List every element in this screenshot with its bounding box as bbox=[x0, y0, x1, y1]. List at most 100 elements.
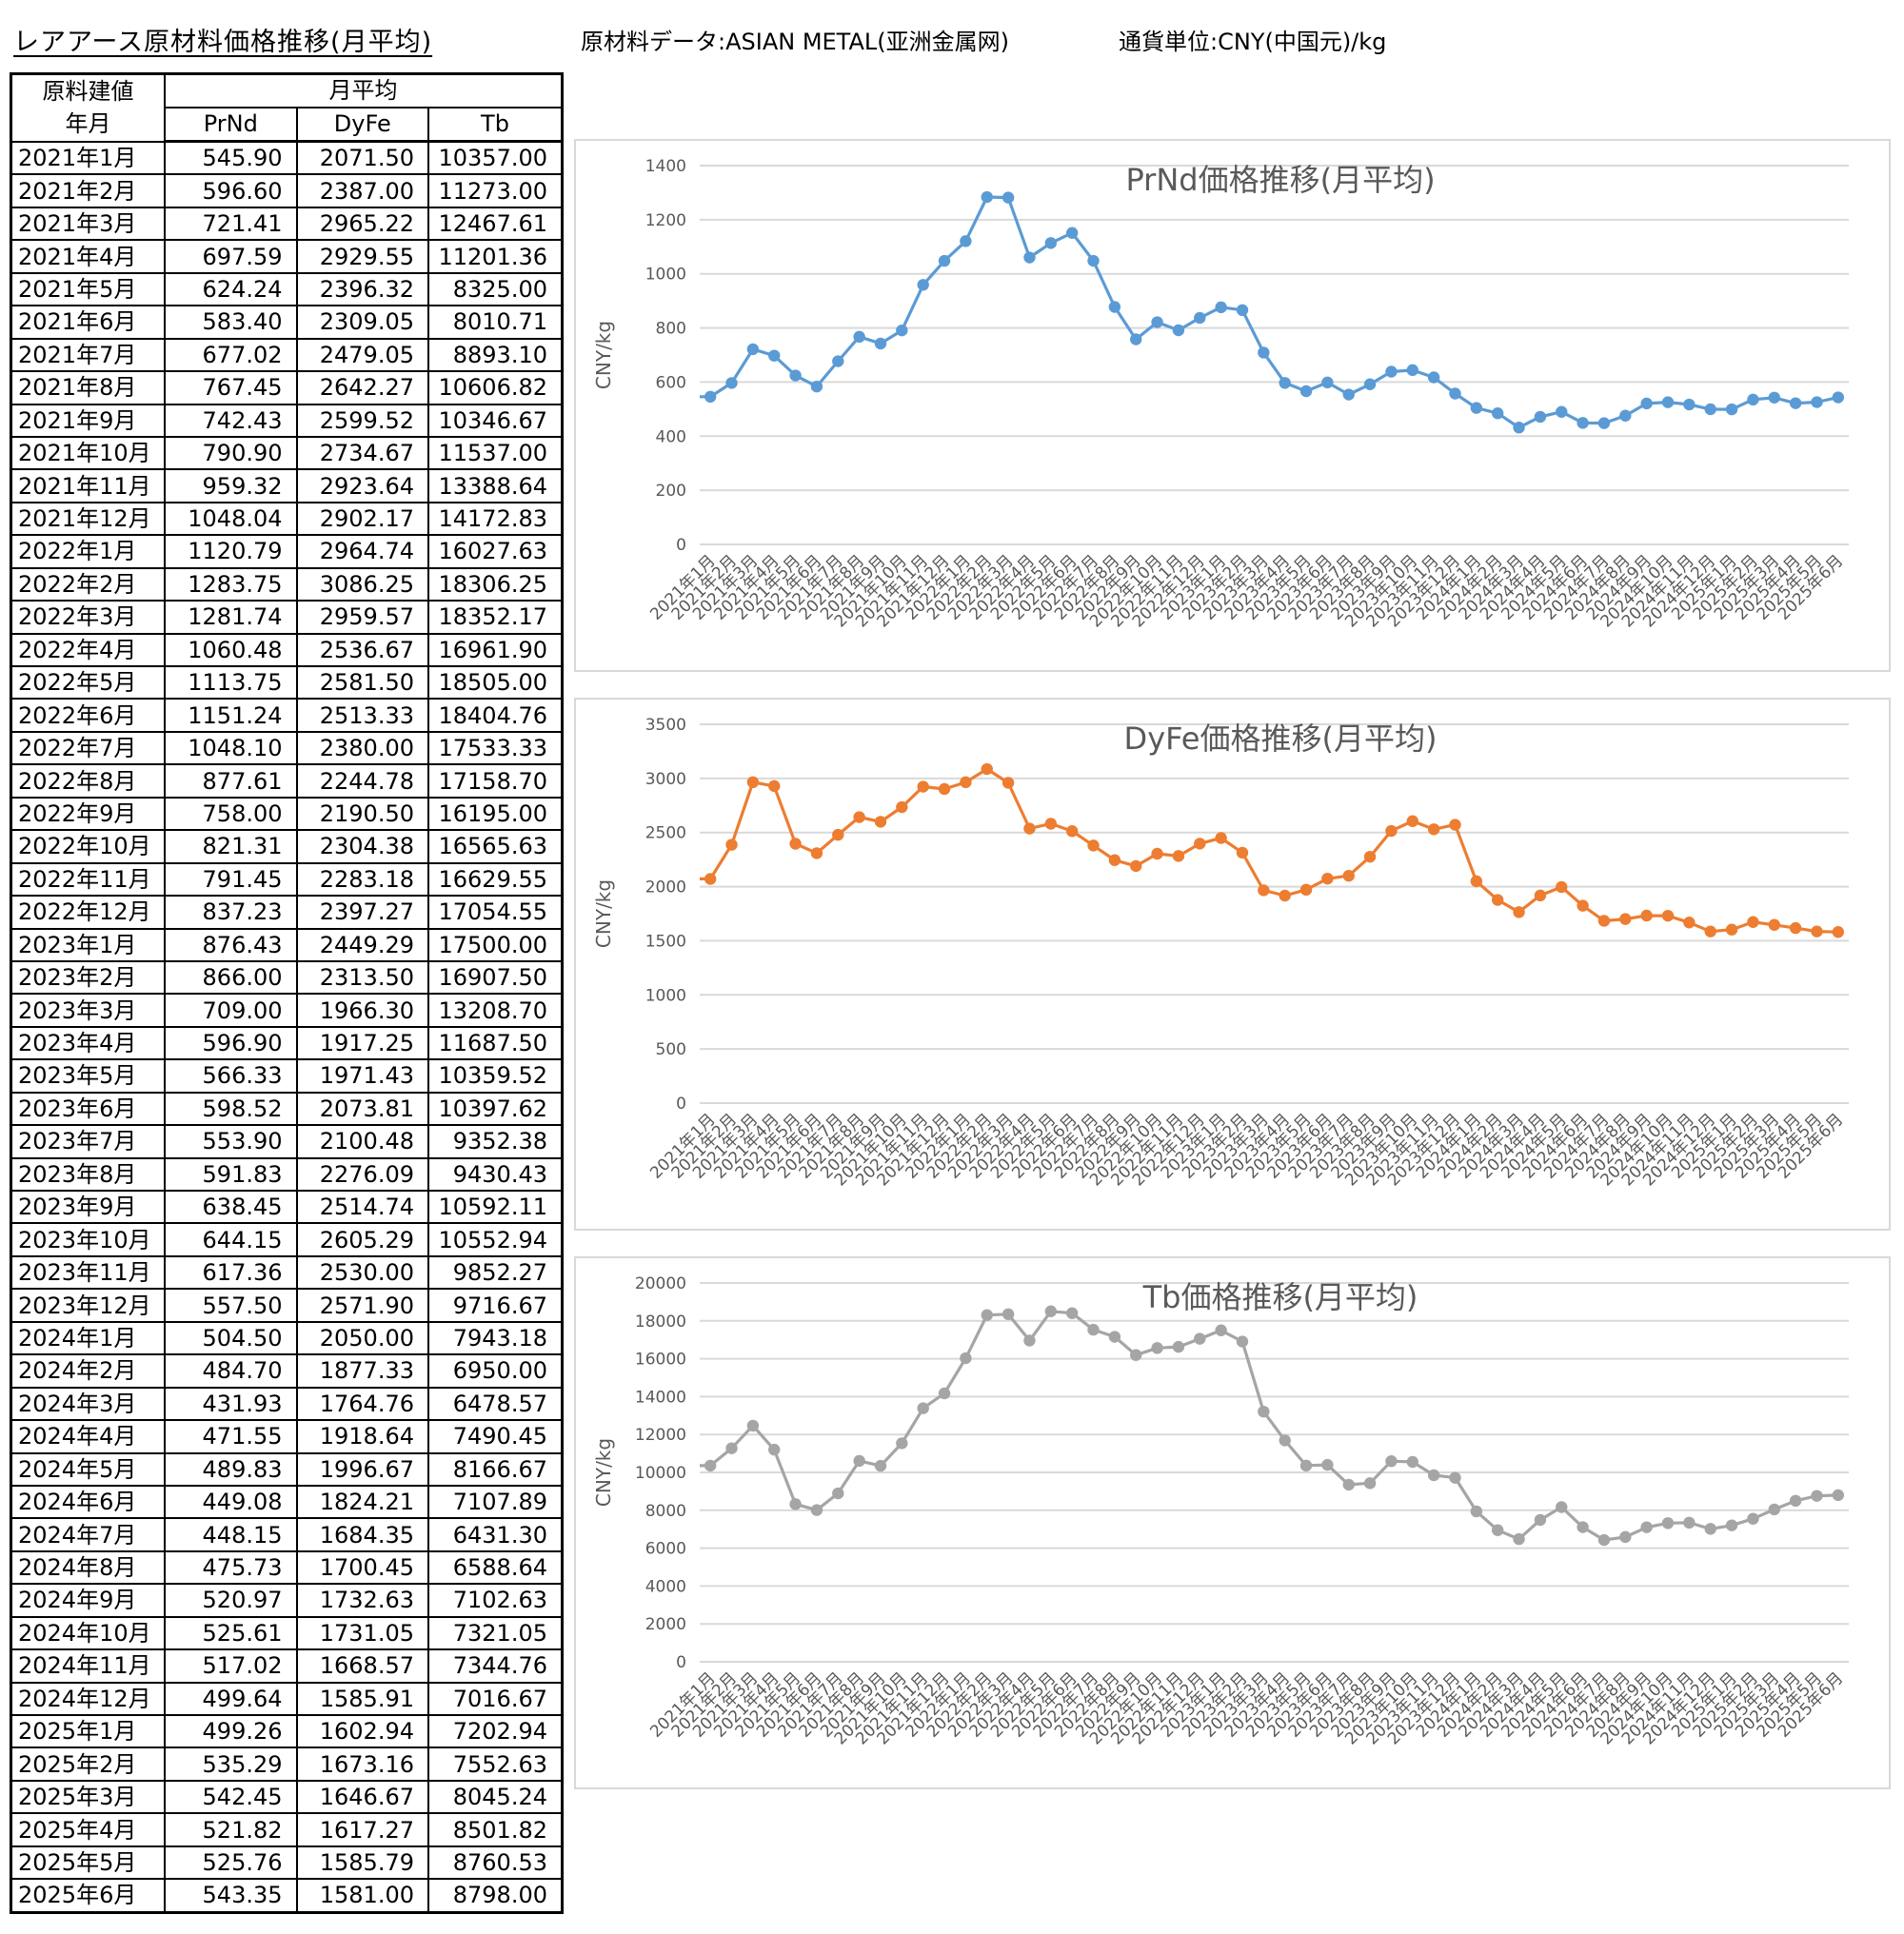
dyfe-cell: 2902.17 bbox=[295, 501, 429, 537]
data-point bbox=[832, 1487, 844, 1500]
data-point bbox=[1789, 1494, 1802, 1508]
tb-cell: 10606.82 bbox=[426, 370, 564, 405]
prnd-cell: 877.61 bbox=[164, 763, 298, 799]
data-point bbox=[1065, 227, 1079, 239]
data-point bbox=[1151, 847, 1163, 860]
tb-cell: 7102.63 bbox=[426, 1583, 564, 1618]
y-tick-label: 400 bbox=[656, 427, 686, 446]
data-point bbox=[789, 838, 802, 850]
table-row: 2022年2月 1283.75 3086.25 18306.25 bbox=[10, 566, 564, 602]
table-row: 2023年1月 876.43 2449.29 17500.00 bbox=[10, 927, 564, 962]
month-cell: 2023年11月 bbox=[10, 1254, 167, 1291]
prnd-cell: 709.00 bbox=[164, 993, 298, 1028]
y-tick-label: 1500 bbox=[645, 932, 686, 951]
data-point bbox=[746, 343, 760, 356]
data-point bbox=[1640, 909, 1653, 922]
data-point bbox=[1215, 301, 1227, 314]
data-point bbox=[938, 254, 951, 267]
tb-cell: 9352.38 bbox=[426, 1124, 564, 1159]
data-point bbox=[1406, 815, 1418, 827]
data-point bbox=[768, 1443, 781, 1456]
month-cell: 2022年11月 bbox=[10, 861, 167, 898]
data-point bbox=[1683, 917, 1696, 929]
table-row: 2023年7月 553.90 2100.48 9352.38 bbox=[10, 1124, 564, 1159]
data-point bbox=[1299, 1459, 1313, 1472]
month-cell: 2022年9月 bbox=[10, 796, 167, 832]
data-point bbox=[725, 839, 738, 851]
header-label-line2: 年月 bbox=[65, 110, 111, 138]
prnd-cell: 431.93 bbox=[164, 1386, 298, 1422]
table-row: 2024年2月 484.70 1877.33 6950.00 bbox=[10, 1353, 564, 1389]
prnd-cell: 1048.04 bbox=[164, 501, 298, 537]
table-row: 2024年5月 489.83 1996.67 8166.67 bbox=[10, 1451, 564, 1487]
tb-cell: 11201.36 bbox=[426, 239, 564, 274]
price-table-body: 2021年1月 545.90 2071.50 10357.00 2021年2月 596.6… bbox=[10, 140, 564, 1914]
dyfe-cell: 2599.52 bbox=[295, 403, 429, 438]
data-point bbox=[1279, 1434, 1291, 1447]
data-point bbox=[1342, 1478, 1355, 1491]
y-tick-label: 2000 bbox=[645, 878, 686, 898]
data-point bbox=[1002, 191, 1015, 204]
data-point bbox=[1597, 1533, 1611, 1547]
prnd-cell: 542.45 bbox=[164, 1779, 298, 1815]
month-cell: 2021年1月 bbox=[10, 140, 167, 176]
y-tick-label: 8000 bbox=[645, 1502, 686, 1521]
prnd-cell: 535.29 bbox=[164, 1747, 298, 1782]
data-point bbox=[1597, 417, 1611, 429]
chart-title: Tb価格推移(月平均) bbox=[1142, 1279, 1418, 1315]
prnd-cell: 821.31 bbox=[164, 829, 298, 864]
data-point bbox=[1427, 1469, 1440, 1482]
month-cell: 2024年6月 bbox=[10, 1484, 167, 1520]
prnd-cell: 471.55 bbox=[164, 1419, 298, 1454]
chart-title: DyFe価格推移(月平均) bbox=[1124, 720, 1438, 757]
data-point bbox=[1023, 1334, 1036, 1347]
tb-cell: 16907.50 bbox=[426, 959, 564, 996]
data-point bbox=[1619, 913, 1632, 925]
data-point bbox=[1130, 859, 1142, 873]
data-point bbox=[1342, 869, 1355, 882]
y-tick-label: 0 bbox=[676, 1653, 686, 1672]
data-point bbox=[1747, 393, 1759, 406]
dyfe-cell: 2959.57 bbox=[295, 600, 429, 635]
dyfe-cell: 2190.50 bbox=[295, 796, 429, 832]
table-row: 2022年10月 821.31 2304.38 16565.63 bbox=[10, 829, 564, 864]
y-tick-label: 4000 bbox=[645, 1577, 686, 1596]
month-cell: 2024年2月 bbox=[10, 1353, 167, 1389]
y-tick-label: 0 bbox=[676, 536, 686, 555]
dyfe-cell: 2571.90 bbox=[295, 1288, 429, 1323]
table-row: 2023年6月 598.52 2073.81 10397.62 bbox=[10, 1091, 564, 1127]
table-row: 2025年6月 543.35 1581.00 8798.00 bbox=[10, 1878, 564, 1914]
prnd-cell: 543.35 bbox=[164, 1878, 298, 1914]
tb-cell: 7016.67 bbox=[426, 1681, 564, 1717]
month-cell: 2021年9月 bbox=[10, 403, 167, 438]
data-point bbox=[1704, 925, 1716, 937]
y-tick-label: 1200 bbox=[645, 211, 686, 230]
data-point bbox=[981, 1309, 993, 1321]
prnd-cell: 617.36 bbox=[164, 1254, 298, 1291]
y-tick-label: 10000 bbox=[635, 1464, 686, 1483]
tb-cell: 8045.24 bbox=[426, 1779, 564, 1815]
dyfe-cell: 2929.55 bbox=[295, 239, 429, 274]
tb-cell: 10397.62 bbox=[426, 1091, 564, 1127]
y-tick-label: 12000 bbox=[635, 1426, 686, 1445]
table-row: 2022年11月 791.45 2283.18 16629.55 bbox=[10, 861, 564, 898]
data-point bbox=[1747, 1512, 1759, 1525]
month-cell: 2024年7月 bbox=[10, 1517, 167, 1552]
dyfe-cell: 2642.27 bbox=[295, 370, 429, 405]
data-point bbox=[1194, 1332, 1206, 1345]
y-tick-label: 800 bbox=[656, 320, 686, 339]
data-point bbox=[1491, 407, 1504, 420]
data-point bbox=[1044, 237, 1058, 249]
dyfe-cell: 2513.33 bbox=[295, 698, 429, 733]
tb-chart-svg: 0 2000 4000 6000 8000 10000 12000 14000 16000 180… bbox=[592, 1274, 1849, 1748]
data-point bbox=[1236, 1335, 1249, 1348]
data-point bbox=[1640, 1521, 1653, 1533]
data-point bbox=[1258, 884, 1270, 897]
table-row: 2021年12月 1048.04 2902.17 14172.83 bbox=[10, 501, 564, 537]
series-line bbox=[700, 195, 1839, 429]
tb-cell: 16629.55 bbox=[426, 861, 564, 898]
data-point bbox=[1023, 251, 1036, 264]
tb-cell: 16027.63 bbox=[426, 534, 564, 569]
month-cell: 2024年10月 bbox=[10, 1615, 167, 1651]
y-tick-label: 20000 bbox=[635, 1274, 686, 1293]
